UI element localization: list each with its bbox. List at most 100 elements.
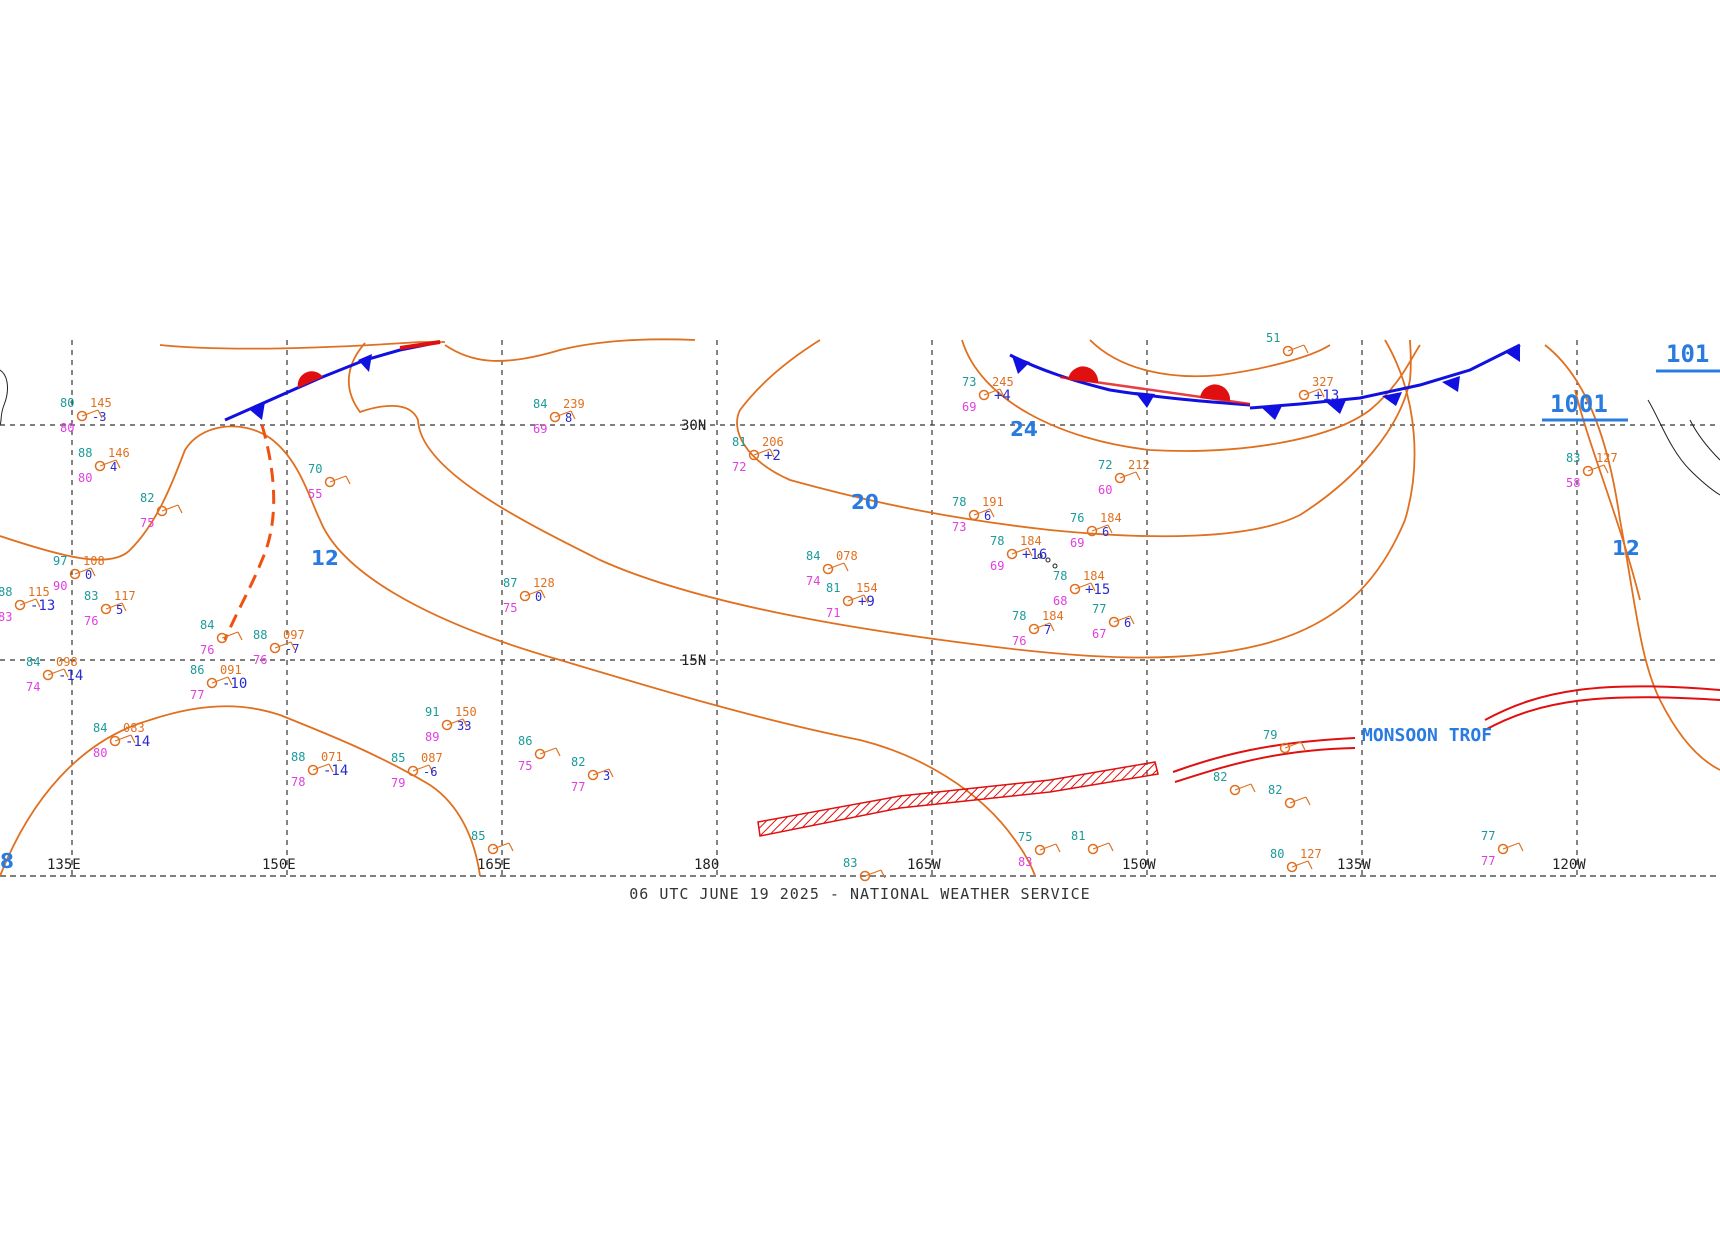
station-tendency: 6 [1124, 616, 1131, 630]
station-pressure: 127 [1596, 451, 1618, 465]
station-plot: 78 184 68 +15 [1053, 569, 1110, 608]
station-tendency: -3 [92, 410, 106, 424]
station-dewpoint: 80 [60, 421, 74, 435]
station-pressure: 206 [762, 435, 784, 449]
station-temp: 88 [0, 585, 12, 599]
isobars [0, 338, 1720, 877]
wind-barb-flag [130, 734, 136, 744]
wind-barb-flag [555, 747, 561, 757]
station-circle [269, 642, 281, 654]
grid-lines [0, 340, 1720, 876]
station-plot: 86 75 [518, 734, 561, 773]
station-dewpoint: 76 [84, 614, 98, 628]
wind-barb-flag [177, 504, 183, 514]
station-plot: 77 77 [1481, 829, 1524, 868]
station-dewpoint: 83 [0, 610, 12, 624]
wind-barb [1092, 842, 1110, 850]
station-circle [94, 460, 106, 472]
wind-barb-flag [1300, 741, 1306, 751]
station-temp: 84 [533, 397, 547, 411]
wind-barb-flag [1518, 842, 1524, 852]
station-circle [978, 389, 990, 401]
station-dewpoint: 78 [291, 775, 305, 789]
station-circle [859, 870, 871, 882]
wind-barb [446, 718, 464, 726]
lon-label-150e: 150E [262, 857, 296, 873]
wind-barb-flag [863, 594, 869, 604]
wind-barb [1289, 796, 1307, 804]
wind-barb-flag [345, 475, 351, 485]
station-pressure: 184 [1020, 534, 1042, 548]
station-temp: 87 [503, 576, 517, 590]
wind-barb [211, 676, 229, 684]
wind-barb-flag [462, 718, 468, 728]
station-plot: 82 77 3 [571, 755, 614, 794]
wind-barb [1284, 741, 1302, 749]
station-plot: 87 128 75 0 [503, 576, 555, 615]
station-plot: 85 [471, 829, 514, 855]
station-circle [407, 765, 419, 777]
station-temp: 97 [53, 554, 67, 568]
wind-barb [753, 448, 771, 456]
station-plot: 83 [843, 856, 886, 882]
monsoon-label: MONSOON TROF [1362, 725, 1492, 746]
station-plot: 70 55 [308, 462, 351, 501]
station-circle [307, 764, 319, 776]
isobar-line [0, 425, 1036, 877]
station-circle [1298, 389, 1310, 401]
station-dewpoint: 76 [200, 643, 214, 657]
station-plot: 80 127 [1270, 847, 1322, 873]
wind-barb-flag [1055, 843, 1061, 853]
isobar-labels: 24 20 12 12 8 [0, 417, 1640, 873]
station-tendency: -13 [30, 598, 55, 614]
station-temp: 84 [26, 655, 40, 669]
station-temp: 81 [1071, 829, 1085, 843]
station-temp: 88 [78, 446, 92, 460]
station-circle [1006, 548, 1018, 560]
station-circle [76, 410, 88, 422]
wind-barb [983, 388, 1001, 396]
station-pressure: 128 [533, 576, 555, 590]
station-temp: 75 [1018, 830, 1032, 844]
isobar-label: 8 [0, 849, 14, 873]
station-dewpoint: 75 [503, 601, 517, 615]
wind-barb-flag [428, 764, 434, 774]
cold-front-west [224, 340, 441, 422]
station-pressure: 087 [421, 751, 443, 765]
station-temp: 83 [843, 856, 857, 870]
station-dewpoint: 73 [952, 520, 966, 534]
station-circle [1284, 797, 1296, 809]
station-circle [441, 719, 453, 731]
station-tendency: -14 [323, 763, 348, 779]
station-circle [109, 735, 121, 747]
isobar-line [444, 338, 696, 362]
station-tendency: +9 [858, 594, 875, 610]
station-tendency: +13 [1314, 388, 1339, 404]
station-pressure: 184 [1100, 511, 1122, 525]
station-plot: 80 145 80 -3 [60, 396, 112, 435]
wind-barb [827, 562, 845, 570]
wind-barb-flag [115, 459, 121, 469]
wind-barb [1119, 471, 1137, 479]
station-circle [534, 748, 546, 760]
wind-barb-flag [1090, 582, 1096, 592]
lon-label-165e: 165E [477, 857, 511, 873]
station-plot: 78 184 69 +16 [990, 534, 1047, 573]
wind-barb [312, 763, 330, 771]
station-circle [1086, 525, 1098, 537]
wind-barb-flag [290, 641, 296, 651]
station-pressure: 184 [1083, 569, 1105, 583]
wind-barb [1234, 783, 1252, 791]
station-tendency: +4 [994, 388, 1011, 404]
station-plot: 73 245 69 +4 [962, 375, 1014, 414]
station-temp: 82 [140, 491, 154, 505]
station-dewpoint: 89 [425, 730, 439, 744]
station-pressure: 078 [836, 549, 858, 563]
station-tendency: -10 [222, 676, 247, 692]
wind-barb [492, 842, 510, 850]
station-dewpoint: 77 [1481, 854, 1495, 868]
station-temp: 83 [84, 589, 98, 603]
station-tendency: -14 [58, 668, 83, 684]
station-temp: 86 [518, 734, 532, 748]
